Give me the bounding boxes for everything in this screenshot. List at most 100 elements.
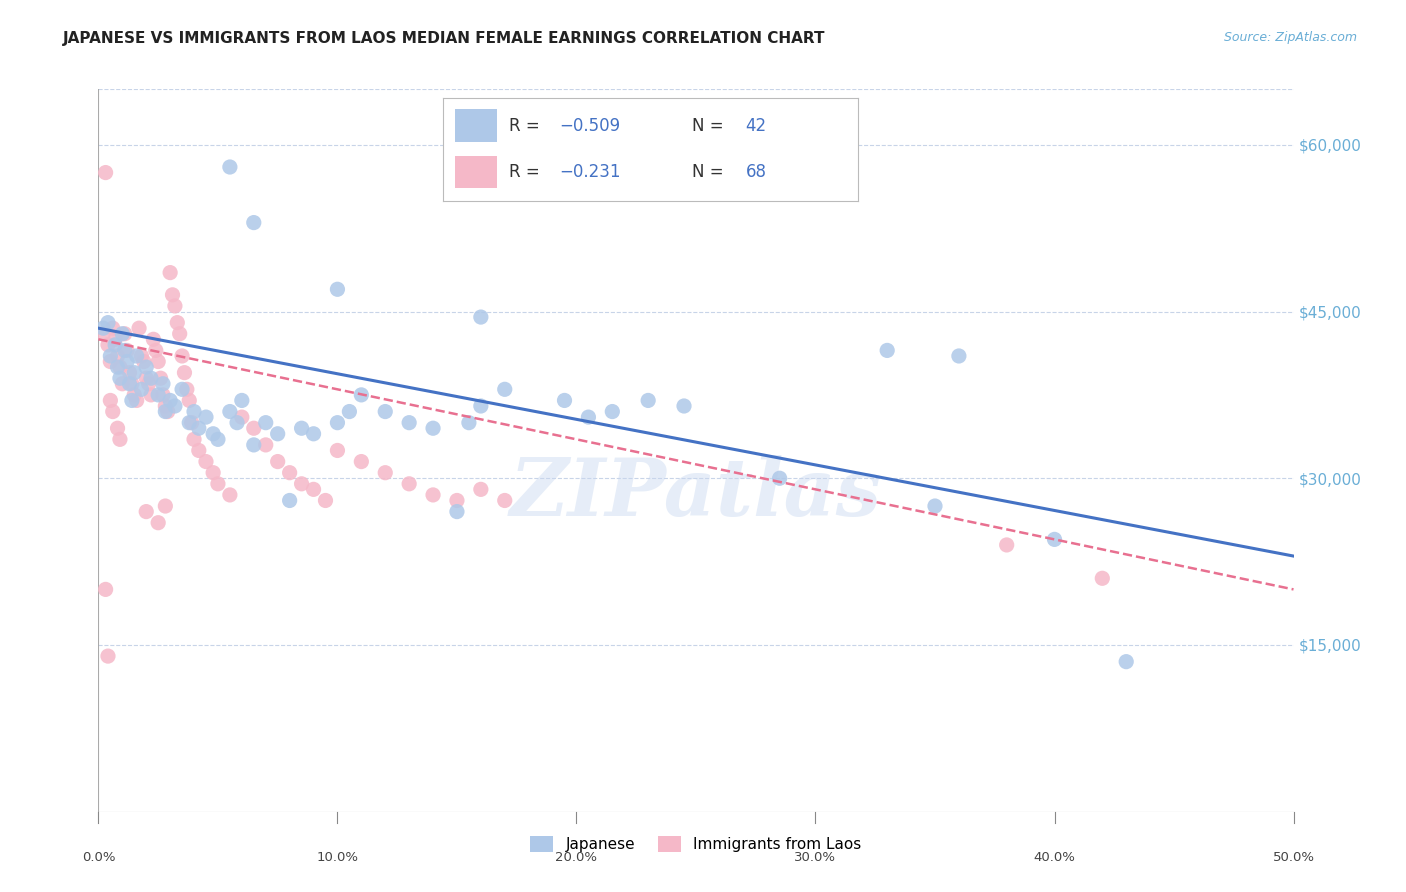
Point [115, 343, 138, 358]
Point [155, 499, 177, 513]
Point [169, 326, 191, 341]
Text: −0.509: −0.509 [560, 117, 620, 135]
Point [118, 366, 141, 380]
Text: Source: ZipAtlas.com: Source: ZipAtlas.com [1223, 31, 1357, 45]
Point [118, 376, 141, 391]
Point [108, 371, 131, 385]
Point [207, 433, 229, 447]
Point [108, 360, 131, 375]
Point [172, 349, 194, 363]
Point [458, 416, 481, 430]
Point [374, 466, 396, 480]
Point [187, 443, 209, 458]
Point [180, 416, 202, 430]
Point [494, 493, 516, 508]
Point [163, 399, 186, 413]
Point [91, 321, 114, 335]
Point [278, 493, 301, 508]
Point [98, 349, 122, 363]
Point [148, 516, 170, 530]
Point [1091, 571, 1114, 585]
Point [166, 316, 188, 330]
Point [179, 393, 201, 408]
Point [1043, 533, 1066, 547]
Point [602, 404, 624, 418]
Text: R =: R = [509, 163, 551, 181]
Point [176, 382, 198, 396]
Text: JAPANESE VS IMMIGRANTS FROM LAOS MEDIAN FEMALE EARNINGS CORRELATION CHART: JAPANESE VS IMMIGRANTS FROM LAOS MEDIAN … [63, 31, 825, 46]
Point [673, 399, 696, 413]
Point [114, 326, 136, 341]
Text: N =: N = [692, 163, 728, 181]
Point [302, 426, 325, 441]
Point [125, 349, 148, 363]
Point [554, 393, 576, 408]
Point [207, 476, 229, 491]
Point [114, 343, 136, 358]
Point [139, 371, 162, 385]
Point [155, 404, 177, 418]
Point [374, 404, 396, 418]
Point [172, 382, 194, 396]
Text: 20.0%: 20.0% [555, 851, 598, 863]
Point [339, 404, 361, 418]
Point [148, 354, 170, 368]
Point [326, 416, 349, 430]
Point [97, 649, 120, 664]
Point [302, 483, 325, 497]
Point [121, 393, 143, 408]
Point [145, 343, 167, 358]
Point [107, 360, 129, 375]
Bar [456, 110, 496, 142]
Point [876, 343, 898, 358]
Text: 50.0%: 50.0% [1272, 851, 1315, 863]
Point [111, 376, 134, 391]
Point [179, 416, 201, 430]
Point [135, 505, 157, 519]
Point [243, 438, 266, 452]
Point [124, 388, 146, 402]
Point [121, 376, 143, 391]
Point [219, 160, 242, 174]
Point [91, 326, 114, 341]
Point [422, 421, 444, 435]
Point [98, 354, 122, 368]
Point [267, 426, 290, 441]
Text: 10.0%: 10.0% [316, 851, 359, 863]
Point [202, 466, 225, 480]
Point [107, 421, 129, 435]
Point [219, 404, 242, 418]
Point [195, 410, 218, 425]
Point [94, 582, 117, 597]
Point [101, 404, 124, 418]
Point [195, 454, 218, 468]
Point [125, 393, 148, 408]
Point [578, 410, 600, 425]
Text: 30.0%: 30.0% [794, 851, 837, 863]
Point [315, 493, 337, 508]
Point [398, 416, 420, 430]
Point [173, 366, 195, 380]
Point [163, 299, 186, 313]
Point [231, 410, 253, 425]
Point [350, 454, 373, 468]
Point [138, 376, 160, 391]
Point [243, 421, 266, 435]
Point [124, 366, 146, 380]
Point [267, 454, 290, 468]
Point [149, 371, 172, 385]
Point [183, 433, 205, 447]
Point [446, 493, 468, 508]
Legend: Japanese, Immigrants from Laos: Japanese, Immigrants from Laos [524, 830, 868, 858]
Point [768, 471, 790, 485]
Point [148, 388, 170, 402]
Point [254, 416, 277, 430]
Point [131, 382, 153, 396]
Point [326, 443, 349, 458]
Point [135, 371, 157, 385]
Text: ZIPatlas: ZIPatlas [510, 455, 882, 533]
Bar [456, 155, 496, 188]
Text: 40.0%: 40.0% [1033, 851, 1076, 863]
Point [131, 349, 153, 363]
Point [291, 421, 314, 435]
